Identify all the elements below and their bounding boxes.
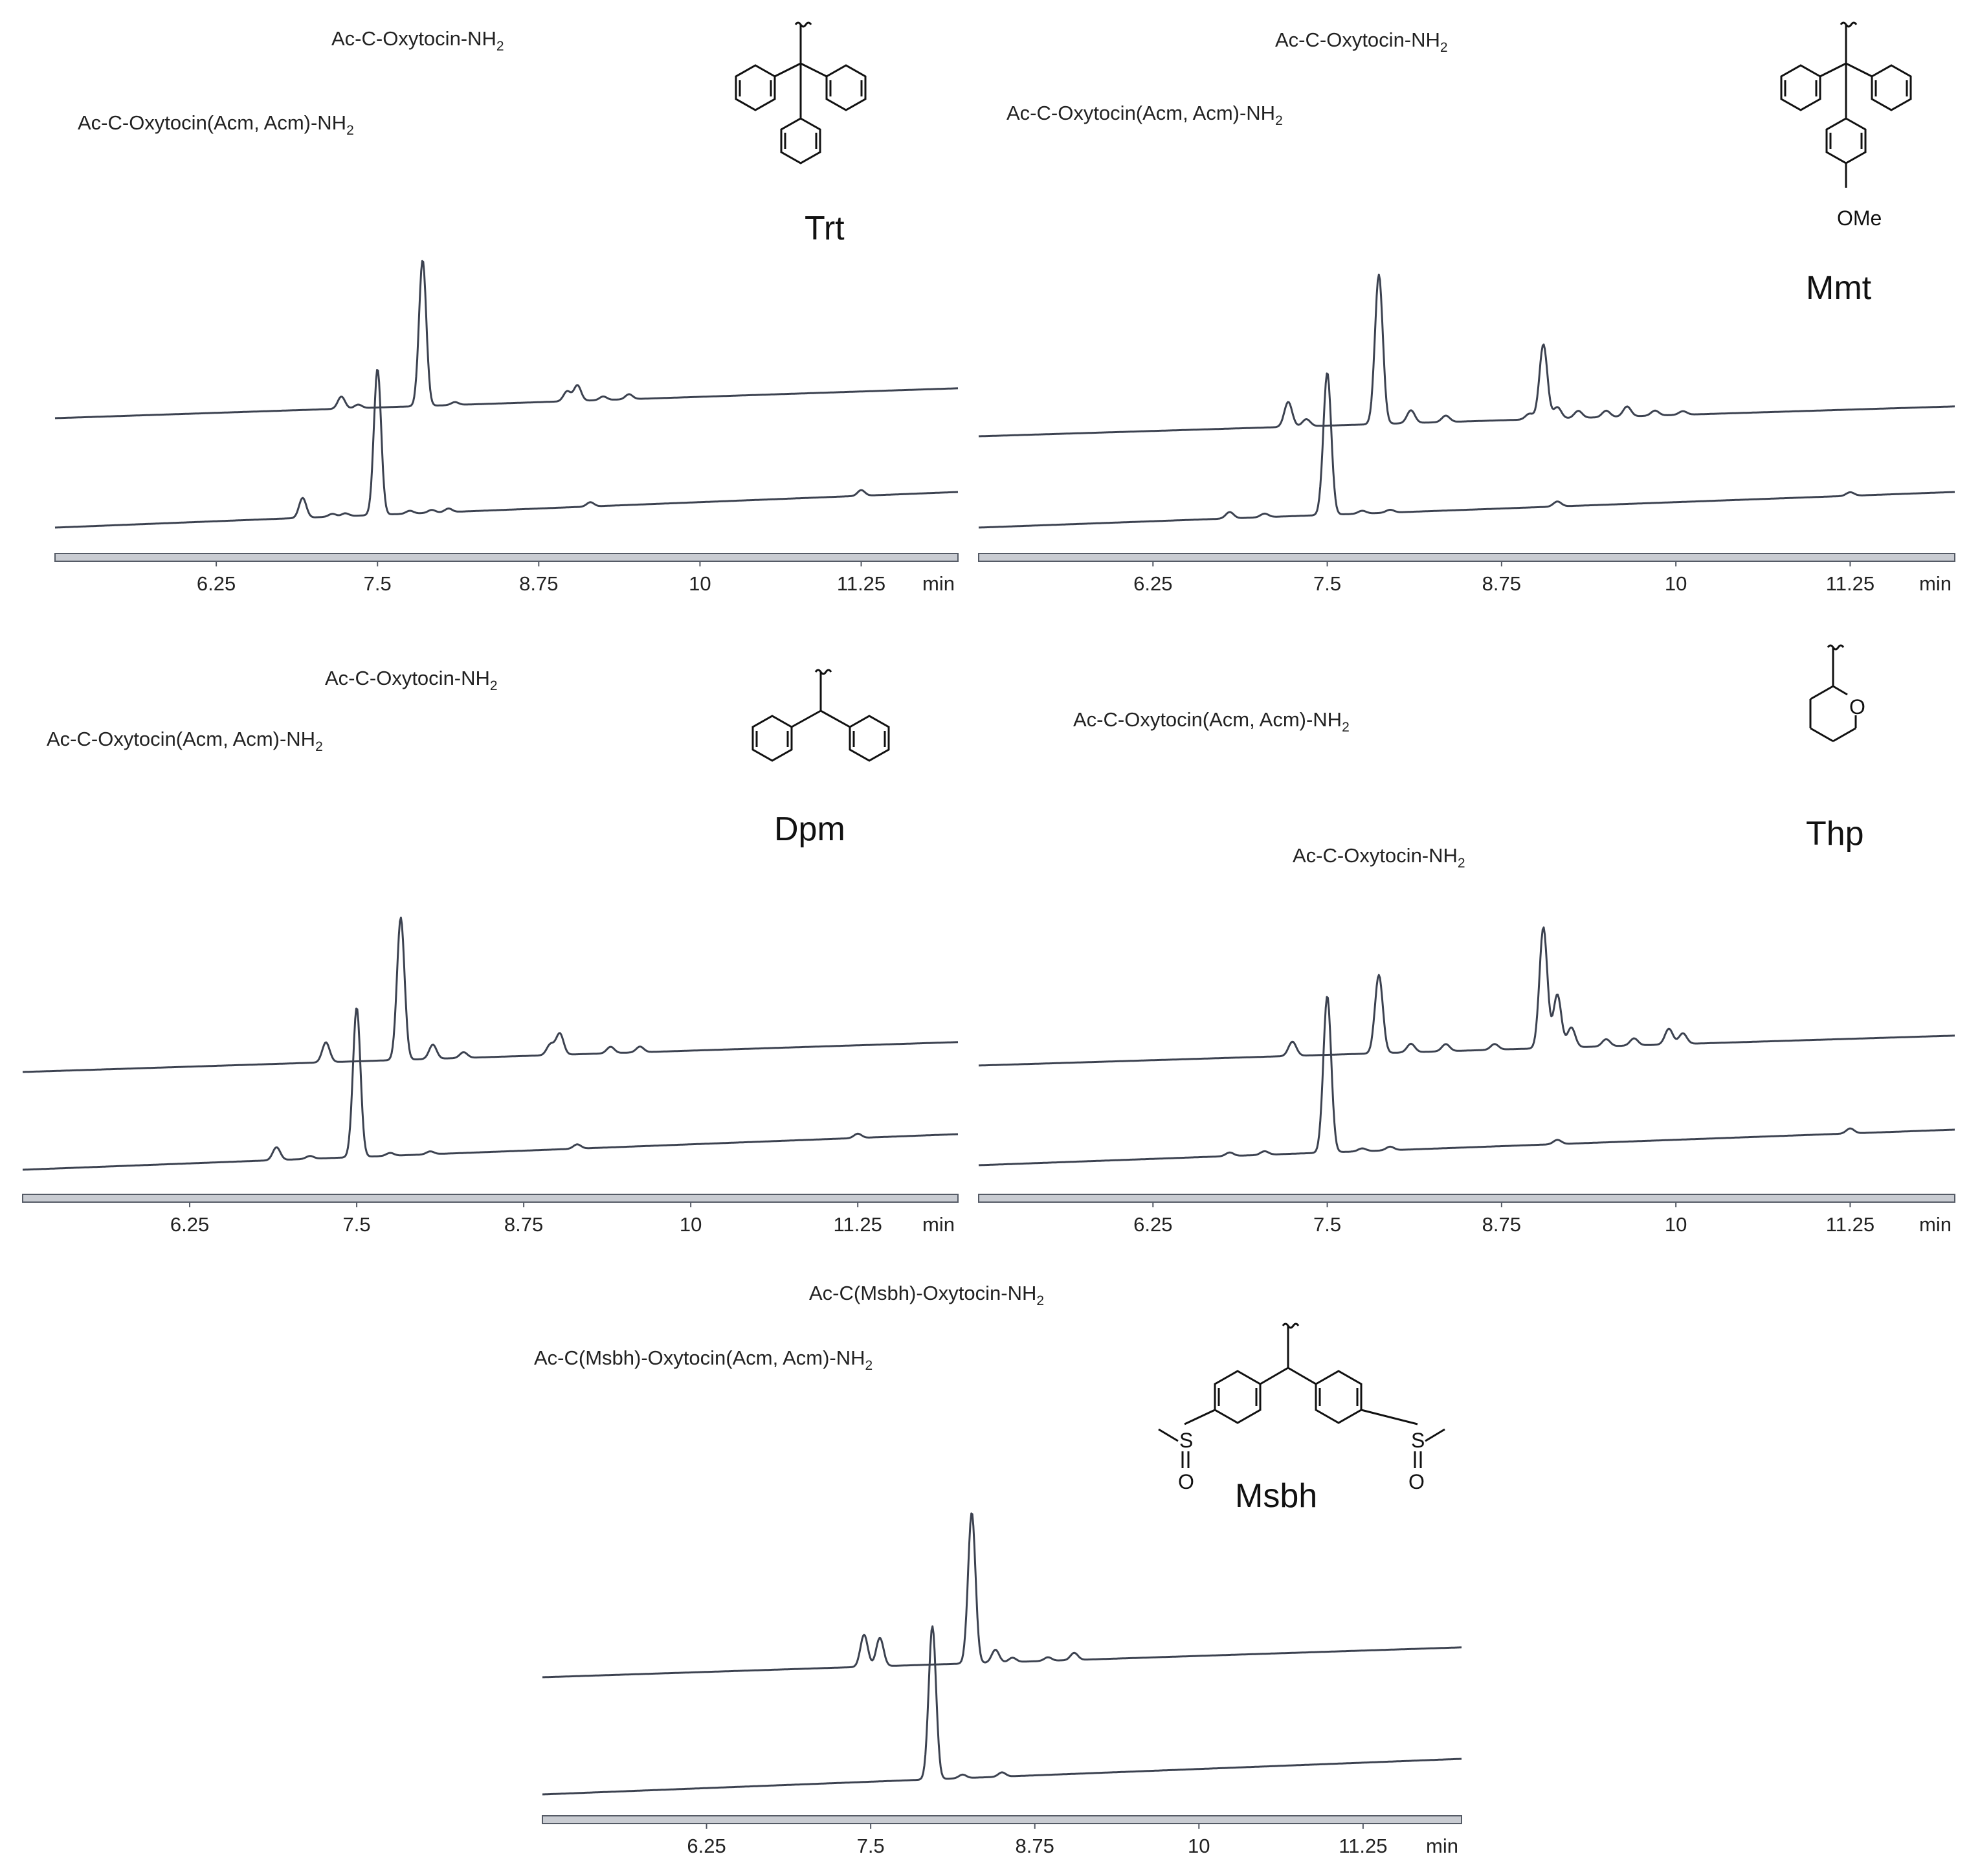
trace-bottom bbox=[978, 372, 1955, 529]
svg-text:S: S bbox=[1179, 1429, 1193, 1452]
peak-label-1: Ac-C(Msbh)-Oxytocin(Acm, Acm)-NH2 bbox=[534, 1346, 873, 1373]
x-tick-label: 8.75 bbox=[1482, 572, 1521, 595]
x-tick-label: 10 bbox=[1665, 572, 1687, 595]
time-axis bbox=[978, 553, 1955, 562]
time-axis bbox=[542, 1815, 1462, 1824]
svg-text:S: S bbox=[1411, 1429, 1425, 1452]
peak-label-2: Ac-C-Oxytocin-NH2 bbox=[331, 27, 504, 54]
x-tick-label: 8.75 bbox=[1482, 1213, 1521, 1236]
x-tick-label: 11.25 bbox=[1826, 572, 1874, 595]
peak-label-2: Ac-C-Oxytocin-NH2 bbox=[1275, 28, 1448, 55]
x-axis-unit: min bbox=[1919, 572, 1952, 595]
group-name-mmt: Mmt bbox=[1806, 269, 1872, 307]
x-tick-label: 10 bbox=[680, 1213, 702, 1236]
time-axis bbox=[978, 1194, 1955, 1203]
x-tick-label: 8.75 bbox=[1016, 1835, 1054, 1857]
peak-label-1: Ac-C-Oxytocin(Acm, Acm)-NH2 bbox=[47, 728, 323, 754]
x-tick-label: 6.25 bbox=[1133, 572, 1172, 595]
mmt-structure: OMe bbox=[1780, 21, 1912, 230]
trace-bottom bbox=[54, 369, 959, 529]
x-tick-label: 7.5 bbox=[1313, 1213, 1341, 1236]
x-tick-label: 10 bbox=[1188, 1835, 1210, 1857]
group-name-msbh: Msbh bbox=[1235, 1477, 1317, 1515]
x-tick-label: 7.5 bbox=[1313, 572, 1341, 595]
svg-text:O: O bbox=[1408, 1470, 1425, 1493]
trace-bottom bbox=[542, 1625, 1462, 1796]
x-axis-unit: min bbox=[1919, 1213, 1952, 1236]
x-tick-label: 7.5 bbox=[857, 1835, 885, 1857]
group-name-thp: Thp bbox=[1806, 815, 1864, 853]
x-tick-label: 11.25 bbox=[1339, 1835, 1387, 1857]
x-tick-label: 6.25 bbox=[197, 572, 236, 595]
x-tick-label: 10 bbox=[689, 572, 711, 595]
trace-bottom bbox=[22, 1007, 959, 1171]
x-axis-unit: min bbox=[922, 1213, 955, 1236]
x-tick-label: 7.5 bbox=[343, 1213, 371, 1236]
svg-text:O: O bbox=[1849, 695, 1865, 719]
trace-top bbox=[54, 260, 959, 419]
svg-text:OMe: OMe bbox=[1837, 207, 1882, 230]
x-tick-label: 11.25 bbox=[1826, 1213, 1874, 1236]
x-axis-unit: min bbox=[922, 572, 955, 595]
x-tick-label: 6.25 bbox=[1133, 1213, 1172, 1236]
thp-structure: O bbox=[1809, 644, 1865, 743]
group-name-trt: Trt bbox=[805, 210, 845, 247]
panel-thp: 6.25 7.5 8.75 10 11.25 min Ac-C-Oxytocin(Acm,… bbox=[978, 644, 1955, 1236]
x-tick-label: 11.25 bbox=[834, 1213, 882, 1236]
peak-label-2: Ac-C-Oxytocin-NH2 bbox=[325, 667, 498, 693]
time-axis bbox=[54, 553, 959, 562]
peak-label-1: Ac-C-Oxytocin(Acm, Acm)-NH2 bbox=[1073, 708, 1350, 735]
x-tick-label: 10 bbox=[1665, 1213, 1687, 1236]
peak-label-1: Ac-C-Oxytocin(Acm, Acm)-NH2 bbox=[78, 111, 354, 138]
trace-top bbox=[978, 926, 1955, 1067]
trace-top bbox=[22, 917, 959, 1073]
peak-label-2: Ac-C-Oxytocin-NH2 bbox=[1293, 844, 1465, 871]
group-name-dpm: Dpm bbox=[774, 810, 845, 848]
trt-structure bbox=[735, 21, 867, 164]
trace-bottom bbox=[978, 996, 1955, 1167]
msbh-structure: S O S O bbox=[1158, 1323, 1445, 1493]
time-axis bbox=[22, 1194, 959, 1203]
x-tick-label: 6.25 bbox=[687, 1835, 726, 1857]
panel-msbh: 6.25 7.5 8.75 10 11.25 min Ac-C(Msbh)-Oxytoci… bbox=[534, 1282, 1462, 1857]
x-tick-label: 8.75 bbox=[504, 1213, 543, 1236]
trace-top bbox=[542, 1512, 1462, 1679]
peak-label-1: Ac-C-Oxytocin(Acm, Acm)-NH2 bbox=[1007, 102, 1283, 128]
dpm-structure bbox=[751, 669, 890, 762]
panel-trt: 6.25 7.5 8.75 10 11.25 min Ac-C-Oxytocin(Acm,… bbox=[54, 21, 959, 595]
x-axis-unit: min bbox=[1426, 1835, 1458, 1857]
x-tick-label: 11.25 bbox=[837, 572, 885, 595]
x-tick-label: 7.5 bbox=[364, 572, 392, 595]
x-tick-label: 8.75 bbox=[519, 572, 558, 595]
panel-mmt: 6.25 7.5 8.75 10 11.25 min Ac-C-Oxytocin(Acm,… bbox=[978, 21, 1955, 595]
x-tick-label: 6.25 bbox=[170, 1213, 209, 1236]
svg-text:O: O bbox=[1178, 1470, 1194, 1493]
panel-dpm: 6.25 7.5 8.75 10 11.25 min Ac-C-Oxytocin(Acm,… bbox=[22, 667, 959, 1236]
peak-label-2: Ac-C(Msbh)-Oxytocin-NH2 bbox=[809, 1282, 1044, 1308]
trace-top bbox=[978, 273, 1955, 438]
